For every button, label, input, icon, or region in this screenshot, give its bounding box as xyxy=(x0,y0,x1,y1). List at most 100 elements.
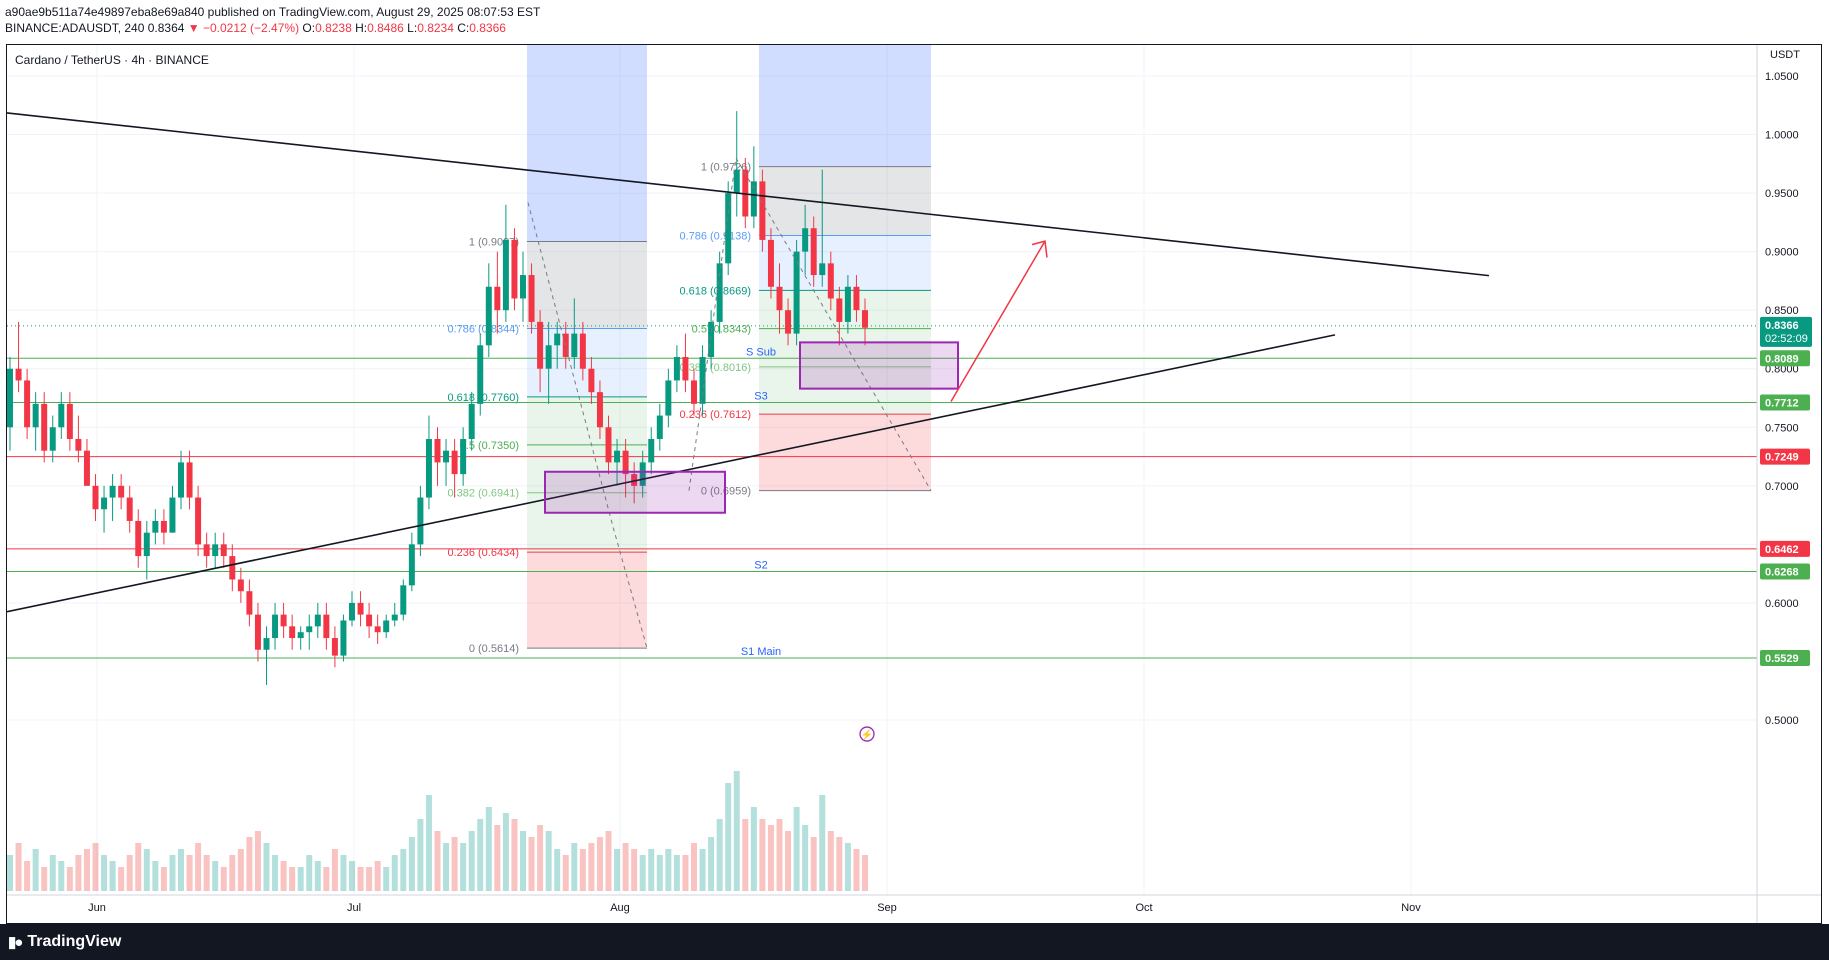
high-label: H: xyxy=(355,21,368,35)
price-chart[interactable]: 1 (0.9087)0.786 (0.8344)0.618 (0.7760)0.… xyxy=(7,45,1821,923)
volume-bar xyxy=(836,837,843,891)
fib-zone-2-red xyxy=(759,414,931,491)
price-label: 0.7249 xyxy=(1765,452,1799,464)
time-axis-tick: Oct xyxy=(1135,902,1152,914)
candle-body xyxy=(246,591,253,615)
candle-body xyxy=(844,286,851,322)
volume-bar xyxy=(212,861,219,891)
candle-body xyxy=(366,614,373,627)
chart-frame[interactable]: 1 (0.9087) 0.786 (0.8344) 0.618 (0.7760) 0.… xyxy=(6,44,1822,924)
candle-body xyxy=(776,286,783,311)
volume-bar xyxy=(460,843,467,891)
volume-bar xyxy=(639,855,646,891)
volume-bar xyxy=(767,825,774,891)
candle-body xyxy=(631,474,638,486)
candle-body xyxy=(272,614,279,639)
volume-bar xyxy=(631,849,638,891)
candle-body xyxy=(118,485,125,498)
candle-body xyxy=(862,310,868,328)
volume-bar xyxy=(408,837,415,891)
fib-1-label: 0.236 (0.6434) xyxy=(447,547,519,559)
volume-bar xyxy=(169,855,176,891)
volume-bar xyxy=(853,849,860,891)
candle-body xyxy=(203,544,210,557)
candle-body xyxy=(126,497,133,521)
volume-bar xyxy=(383,867,390,891)
high-value: 0.8486 xyxy=(367,21,404,35)
volume-bar xyxy=(725,783,732,891)
open-value: 0.8238 xyxy=(315,21,352,35)
volume-bar xyxy=(126,855,133,891)
candle-body xyxy=(853,286,860,311)
time-axis-tick: Nov xyxy=(1401,902,1421,914)
volume-bar xyxy=(579,849,586,891)
tradingview-logo[interactable]: ▮● TradingView xyxy=(8,933,121,951)
candle-body xyxy=(699,357,706,404)
volume-bar xyxy=(254,831,261,891)
level-label: S3 xyxy=(754,390,767,402)
candle-body xyxy=(545,345,552,369)
price-axis-currency: USDT xyxy=(1770,49,1800,61)
demand-box-2 xyxy=(799,341,959,390)
candle-body xyxy=(7,368,13,428)
candle-body xyxy=(417,497,424,545)
volume-bar xyxy=(24,861,31,891)
target-arrow-line xyxy=(950,240,1046,402)
volume-bar xyxy=(477,819,484,891)
price-axis-tick: 0.7000 xyxy=(1765,481,1799,493)
volume-bar xyxy=(7,855,13,891)
candle-body xyxy=(195,497,202,545)
candle-body xyxy=(237,579,244,592)
volume-bar xyxy=(135,843,142,891)
time-axis-tick: Jul xyxy=(347,902,361,914)
time-axis-tick: Aug xyxy=(610,902,630,914)
fib-1-label: 0.786 (0.8344) xyxy=(447,323,519,335)
fib-zone-2-gray xyxy=(759,166,931,236)
fib-2-label: 0.618 (0.8669) xyxy=(679,285,751,297)
fib-2-label: 0.786 (0.9138) xyxy=(679,230,751,242)
volume-bar xyxy=(434,831,441,891)
volume-bar xyxy=(366,867,373,891)
volume-bar xyxy=(357,867,364,891)
last-price-tag-bg xyxy=(1760,316,1812,347)
candle-body xyxy=(708,321,715,358)
volume-bar xyxy=(708,837,715,891)
candle-body xyxy=(32,403,39,428)
candle-body xyxy=(374,626,381,633)
candle-body xyxy=(648,438,655,463)
candle-body xyxy=(673,357,680,381)
candle-body xyxy=(280,614,287,627)
fib-zone-1-blue xyxy=(527,45,647,242)
volume-bar xyxy=(451,837,458,891)
candle-body xyxy=(229,556,236,580)
volume-bar xyxy=(83,849,90,891)
candle-body xyxy=(477,345,484,404)
price-label-bg xyxy=(1760,394,1810,411)
volume-bar xyxy=(263,843,270,891)
candle-body xyxy=(656,415,663,439)
volume-bar xyxy=(15,843,22,891)
open-label: O: xyxy=(302,21,316,35)
projection-dashed-1 xyxy=(527,202,648,649)
candle-body xyxy=(314,614,321,627)
volume-bar xyxy=(673,855,680,891)
candle-body xyxy=(58,403,65,428)
candle-body xyxy=(24,380,31,428)
projection-dashed-2 xyxy=(688,156,932,491)
candle-body xyxy=(306,626,313,633)
fib-2-label: 0.236 (0.7612) xyxy=(679,409,751,421)
volume-bar xyxy=(819,795,826,891)
volume-bar xyxy=(520,831,526,891)
candle-body xyxy=(357,602,364,615)
demand-box-1 xyxy=(544,470,726,514)
fib-zone-1-green xyxy=(527,396,647,553)
low-value: 0.8234 xyxy=(417,21,454,35)
candle-body xyxy=(92,485,99,510)
lightning-icon xyxy=(859,726,875,742)
candle-body xyxy=(109,485,116,498)
candle-body xyxy=(186,462,193,498)
volume-bar xyxy=(665,849,672,891)
candle-body xyxy=(135,520,142,557)
price-axis-tick: 0.8000 xyxy=(1765,364,1799,376)
volume-bar xyxy=(152,861,159,891)
